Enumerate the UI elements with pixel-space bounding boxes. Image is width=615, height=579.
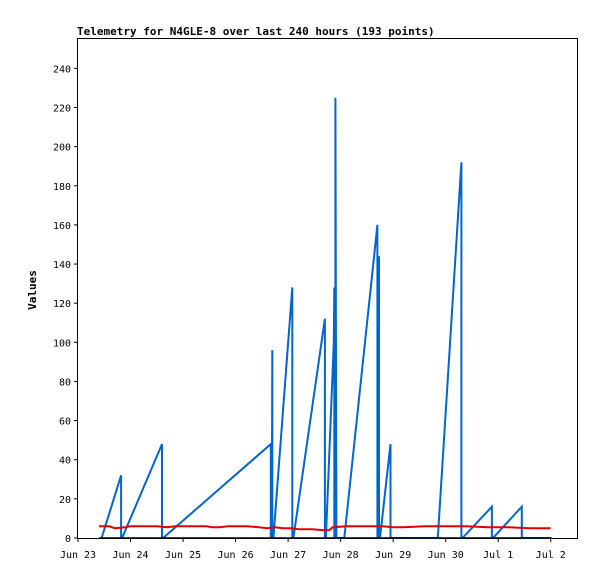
x-tick-label: Jun 24 — [112, 550, 148, 561]
y-tick-label: 140 — [53, 260, 71, 271]
x-tick-label: Jun 27 — [270, 550, 306, 561]
y-axis-ticks: 0 20 40 60 80 100 120 140 160 180 200 220 240 — [53, 64, 78, 545]
x-tick-label: Jun 29 — [375, 550, 411, 561]
y-tick-label: 80 — [59, 377, 71, 388]
series-line-2 — [99, 525, 551, 532]
y-tick-label: 240 — [53, 64, 71, 75]
y-tick-label: 60 — [59, 417, 71, 428]
x-tick-label: Jul 2 — [536, 550, 566, 561]
x-tick-label: Jun 26 — [218, 550, 254, 561]
y-tick-label: 220 — [53, 103, 71, 114]
x-tick-label: Jun 30 — [428, 550, 464, 561]
y-tick-label: 40 — [59, 456, 71, 467]
x-tick-label: Jul 1 — [483, 550, 513, 561]
x-tick-label: Jun 25 — [165, 550, 201, 561]
y-tick-label: 160 — [53, 221, 71, 232]
y-tick-label: 120 — [53, 299, 71, 310]
x-tick-label: Jun 28 — [323, 550, 359, 561]
y-axis-label: Values — [26, 270, 39, 310]
y-tick-label: 100 — [53, 338, 71, 349]
y-tick-label: 0 — [65, 534, 71, 545]
y-tick-label: 200 — [53, 143, 71, 154]
x-tick-label: Jun 23 — [60, 550, 96, 561]
y-tick-label: 20 — [59, 495, 71, 506]
y-tick-label: 180 — [53, 182, 71, 193]
x-axis-ticks: Jun 23 Jun 24 Jun 25 Jun 26 Jun 27 Jun 28 Jun … — [60, 538, 566, 561]
chart-title: Telemetry for N4GLE-8 over last 240 hour… — [77, 25, 435, 38]
